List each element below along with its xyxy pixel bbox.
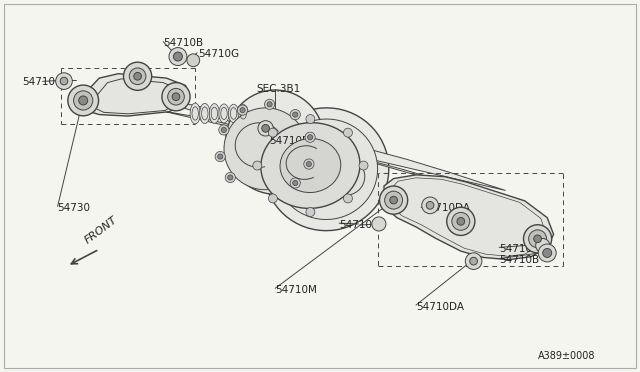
Circle shape <box>172 93 180 100</box>
Circle shape <box>426 202 434 209</box>
Circle shape <box>60 77 68 85</box>
Circle shape <box>344 194 353 203</box>
Text: 54710B: 54710B <box>499 256 540 265</box>
Circle shape <box>290 109 300 120</box>
Circle shape <box>56 73 72 89</box>
Circle shape <box>457 218 465 225</box>
Circle shape <box>219 125 229 135</box>
Circle shape <box>292 180 298 186</box>
Circle shape <box>447 207 475 235</box>
Ellipse shape <box>200 103 210 124</box>
Polygon shape <box>384 175 554 260</box>
Circle shape <box>169 48 187 65</box>
Circle shape <box>534 235 541 243</box>
Circle shape <box>538 244 556 262</box>
Circle shape <box>372 217 386 231</box>
Ellipse shape <box>275 119 378 219</box>
Circle shape <box>162 83 190 111</box>
Circle shape <box>187 54 200 67</box>
Circle shape <box>308 135 313 140</box>
Text: SEC.3B1: SEC.3B1 <box>256 84 300 94</box>
Text: 54710B: 54710B <box>163 38 204 48</box>
Circle shape <box>380 186 408 214</box>
Circle shape <box>306 208 315 217</box>
Circle shape <box>536 238 550 253</box>
Circle shape <box>292 112 298 117</box>
Text: 54710G: 54710G <box>499 244 540 254</box>
Circle shape <box>359 161 368 170</box>
Circle shape <box>264 99 275 109</box>
Circle shape <box>268 128 277 137</box>
Circle shape <box>228 175 233 180</box>
Circle shape <box>168 89 184 105</box>
Text: 54710G: 54710G <box>198 49 239 59</box>
Polygon shape <box>80 74 189 116</box>
Circle shape <box>524 225 552 253</box>
Circle shape <box>237 105 248 115</box>
Circle shape <box>221 127 227 132</box>
Circle shape <box>253 161 262 170</box>
Circle shape <box>304 159 314 169</box>
Circle shape <box>74 91 93 110</box>
Circle shape <box>452 212 470 230</box>
Circle shape <box>129 68 146 84</box>
Circle shape <box>344 128 353 137</box>
Circle shape <box>385 191 403 209</box>
Ellipse shape <box>209 104 220 123</box>
Circle shape <box>262 125 269 132</box>
Circle shape <box>68 85 99 116</box>
Text: 54730: 54730 <box>58 203 91 213</box>
Ellipse shape <box>280 138 340 193</box>
Ellipse shape <box>226 90 325 194</box>
Text: 54710D: 54710D <box>269 137 310 146</box>
Ellipse shape <box>228 104 239 123</box>
Circle shape <box>258 121 273 136</box>
Polygon shape <box>125 91 506 201</box>
Ellipse shape <box>238 105 248 122</box>
Circle shape <box>173 52 182 61</box>
Ellipse shape <box>261 123 360 208</box>
Circle shape <box>422 197 438 214</box>
Circle shape <box>529 230 547 248</box>
Ellipse shape <box>224 108 307 190</box>
Circle shape <box>307 161 312 167</box>
Circle shape <box>470 257 477 265</box>
Text: 54710D: 54710D <box>339 220 380 230</box>
Circle shape <box>124 62 152 90</box>
Circle shape <box>240 108 245 113</box>
Circle shape <box>225 172 236 183</box>
Text: 54710DA: 54710DA <box>416 302 464 312</box>
Circle shape <box>305 132 316 142</box>
Circle shape <box>290 178 300 188</box>
Circle shape <box>215 151 225 162</box>
Ellipse shape <box>264 108 388 231</box>
Ellipse shape <box>326 158 365 195</box>
Circle shape <box>79 96 88 105</box>
Text: 54710DA: 54710DA <box>22 77 70 87</box>
Ellipse shape <box>219 104 229 123</box>
Circle shape <box>306 115 315 124</box>
Ellipse shape <box>190 103 200 124</box>
Circle shape <box>543 248 552 257</box>
Circle shape <box>218 154 223 159</box>
Circle shape <box>267 102 272 107</box>
Text: FRONT: FRONT <box>83 215 120 246</box>
Polygon shape <box>390 182 506 223</box>
Circle shape <box>465 253 482 269</box>
Circle shape <box>390 196 397 204</box>
Circle shape <box>268 194 277 203</box>
Text: 54710M: 54710M <box>275 285 317 295</box>
Circle shape <box>134 73 141 80</box>
Text: 54710DA: 54710DA <box>422 203 470 213</box>
Text: A389±0008: A389±0008 <box>538 352 595 361</box>
